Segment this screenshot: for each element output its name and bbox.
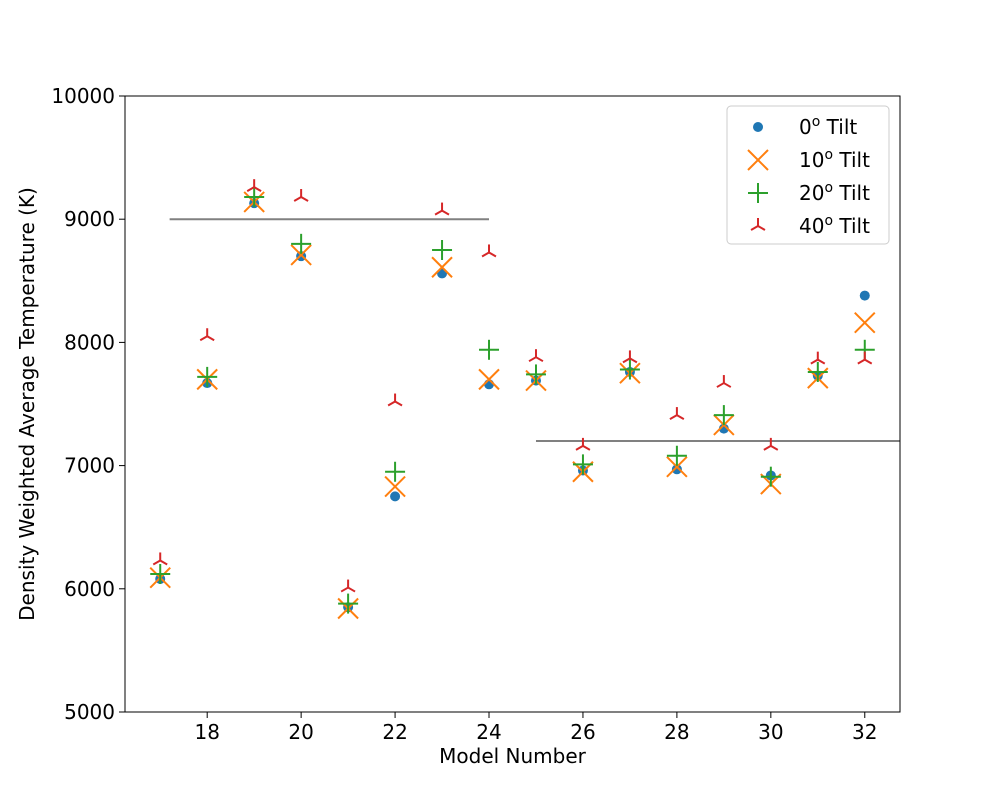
x-tick-label: 20 (288, 720, 313, 744)
data-point (478, 368, 500, 391)
legend-marker (753, 122, 763, 132)
data-point (857, 351, 873, 365)
y-tick-label: 10000 (51, 84, 115, 108)
data-point (244, 187, 265, 208)
x-tick-label: 24 (476, 720, 501, 744)
data-point (622, 350, 638, 364)
data-point (431, 256, 453, 278)
data-point (666, 456, 688, 478)
legend-marker (747, 149, 769, 171)
x-tick-label: 22 (382, 720, 407, 744)
data-point (291, 233, 312, 254)
data-point (150, 564, 171, 585)
x-axis-ticks: 18 20 22 24 26 28 30 32 (194, 712, 877, 744)
data-point (859, 290, 870, 301)
data-point (384, 475, 406, 498)
data-point (338, 593, 359, 614)
data-point (340, 579, 356, 593)
legend-box (726, 105, 890, 245)
series-10-tilt (149, 191, 876, 620)
data-point (246, 179, 262, 193)
y-axis-label: Density Weighted Average Temperature (K) (15, 187, 39, 621)
x-tick-label: 30 (758, 720, 783, 744)
data-point (763, 437, 779, 451)
reference-lines (169, 218, 900, 442)
data-point (197, 366, 218, 387)
x-axis-label: Model Number (439, 744, 587, 768)
y-tick-label: 6000 (64, 577, 115, 601)
legend-marker (748, 183, 768, 203)
axes-frame (124, 95, 901, 713)
y-tick-label: 5000 (64, 700, 115, 724)
series-40-tilt (152, 179, 873, 593)
data-point (854, 311, 876, 334)
data-point (290, 244, 312, 266)
y-tick-label: 9000 (64, 207, 115, 231)
data-point (666, 445, 687, 466)
series-20-tilt (150, 187, 875, 614)
legend-entry-label: 0o Tilt (799, 114, 857, 139)
y-tick-label: 7000 (64, 454, 115, 478)
series-0-tilt (155, 198, 870, 613)
x-tick-label: 32 (852, 720, 877, 744)
x-tick-label: 28 (664, 720, 689, 744)
data-point (760, 466, 781, 487)
data-point (810, 351, 826, 365)
data-point (484, 379, 495, 390)
legend: 0o Tilt 10o Tilt 20o Tilt 40o Tilt (726, 105, 890, 245)
data-point (387, 393, 403, 407)
data-point (432, 240, 453, 260)
data-point (669, 407, 685, 420)
data-point (152, 552, 168, 566)
y-axis-ticks: 5000 6000 7000 8000 9000 10000 (51, 84, 125, 724)
data-point (385, 461, 406, 482)
data-point (619, 359, 640, 380)
data-point (434, 202, 450, 216)
legend-entry-label: 20o Tilt (799, 180, 870, 205)
data-point (390, 491, 401, 502)
data-point (572, 454, 593, 475)
legend-marker (750, 218, 766, 231)
data-point (671, 464, 682, 475)
data-point (528, 349, 544, 363)
data-point (716, 375, 732, 388)
legend-entry-label: 10o Tilt (799, 147, 870, 172)
data-point (199, 328, 215, 342)
x-tick-label: 18 (194, 720, 219, 744)
data-points (149, 179, 876, 620)
data-point (807, 361, 828, 382)
data-point (293, 189, 309, 202)
data-point (479, 339, 500, 360)
y-tick-label: 8000 (64, 330, 115, 354)
data-point (713, 405, 734, 426)
x-tick-label: 26 (570, 720, 595, 744)
legend-entry-label: 40o Tilt (799, 213, 870, 238)
data-point (481, 244, 497, 258)
data-point (575, 437, 591, 451)
data-point (525, 364, 546, 385)
